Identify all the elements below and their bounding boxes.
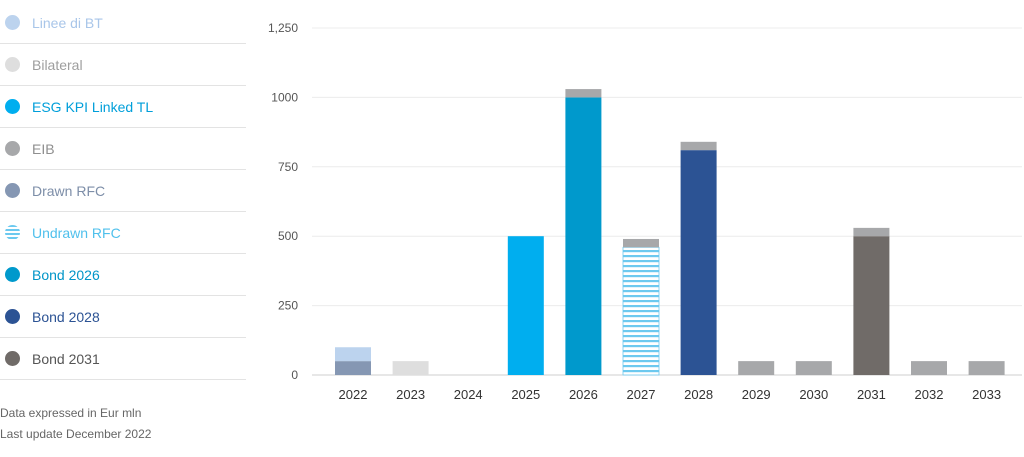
bar-2027-eib[interactable]	[623, 238, 659, 248]
bars	[335, 89, 1005, 376]
y-tick-label: 750	[278, 160, 298, 174]
legend-label: Bond 2028	[32, 308, 100, 325]
bar-2022-drawn-rfc[interactable]	[335, 361, 371, 375]
legend-swatch	[5, 99, 20, 114]
legend-item-linee-bt[interactable]: Linee di BT	[0, 2, 246, 44]
bar-2032-eib[interactable]	[911, 361, 947, 375]
bar-2025-esg-kpi[interactable]	[507, 236, 544, 375]
chart-legend: Linee di BT Bilateral ESG KPI Linked TL EIB…	[0, 2, 246, 380]
y-tick-label: 500	[278, 229, 298, 243]
legend-label: Bond 2026	[32, 266, 100, 283]
y-tick-label: 1000	[271, 90, 298, 104]
x-tick-label: 2030	[799, 387, 828, 402]
legend-label: ESG KPI Linked TL	[32, 98, 154, 115]
legend-label: Undrawn RFC	[32, 224, 121, 241]
legend-swatch	[5, 57, 20, 72]
legend-item-bond-2031[interactable]: Bond 2031	[0, 338, 246, 380]
legend-swatch	[5, 351, 20, 366]
legend-item-esg-kpi[interactable]: ESG KPI Linked TL	[0, 86, 246, 128]
bar-2027-undrawn-rfc[interactable]	[622, 246, 660, 376]
bar-2033-eib[interactable]	[968, 361, 1005, 375]
x-tick-label: 2024	[454, 387, 483, 402]
bar-2028-bond-2028[interactable]	[680, 150, 717, 375]
y-tick-label: 1,250	[268, 21, 298, 35]
legend-swatch	[5, 141, 20, 156]
units-note: Data expressed in Eur mln	[0, 406, 142, 420]
legend-label: Bilateral	[32, 56, 83, 73]
bar-2031-eib[interactable]	[853, 227, 890, 237]
x-tick-label: 2025	[511, 387, 540, 402]
x-tick-label: 2033	[972, 387, 1001, 402]
legend-swatch	[5, 183, 20, 198]
y-tick-label: 250	[278, 299, 298, 313]
legend-swatch	[5, 15, 20, 30]
update-note: Last update December 2022	[0, 427, 152, 441]
legend-item-eib[interactable]: EIB	[0, 128, 246, 170]
legend-item-bond-2028[interactable]: Bond 2028	[0, 296, 246, 338]
x-tick-label: 2023	[396, 387, 425, 402]
legend-swatch	[5, 267, 20, 282]
bar-2026-eib[interactable]	[565, 89, 602, 98]
x-tick-label: 2029	[742, 387, 771, 402]
legend-item-bilateral[interactable]: Bilateral	[0, 44, 246, 86]
chart-notes: Data expressed in Eur mln Last update De…	[0, 403, 151, 445]
bar-2028-eib[interactable]	[680, 141, 717, 151]
legend-label: Bond 2031	[32, 350, 100, 367]
bar-2023-bilateral[interactable]	[392, 361, 429, 375]
legend-item-bond-2026[interactable]: Bond 2026	[0, 254, 246, 296]
legend-label: EIB	[32, 140, 55, 157]
x-axis-ticks: 2022 2023 2024 2025 2026 2027 2028 2029 2030 2031…	[339, 387, 1002, 402]
bar-2030-eib[interactable]	[795, 361, 832, 375]
legend-swatch	[5, 225, 20, 240]
x-tick-label: 2027	[627, 387, 656, 402]
x-tick-label: 2032	[915, 387, 944, 402]
legend-swatch	[5, 309, 20, 324]
grid-lines	[312, 27, 1022, 376]
bar-2031-bond-2031[interactable]	[853, 236, 890, 375]
bar-2026-bond-2026[interactable]	[565, 97, 602, 376]
bar-2022-linee-bt[interactable]	[335, 347, 371, 362]
y-axis-ticks: 0 250 500 750 1000 1,250	[268, 21, 298, 382]
legend-item-undrawn-rfc[interactable]: Undrawn RFC	[0, 212, 246, 254]
legend-label: Linee di BT	[32, 14, 103, 31]
x-tick-label: 2031	[857, 387, 886, 402]
x-tick-label: 2022	[339, 387, 368, 402]
legend-label: Drawn RFC	[32, 182, 106, 199]
legend-item-drawn-rfc[interactable]: Drawn RFC	[0, 170, 246, 212]
bar-2029-eib[interactable]	[738, 361, 775, 375]
y-tick-label: 0	[291, 368, 298, 382]
x-tick-label: 2028	[684, 387, 713, 402]
x-tick-label: 2026	[569, 387, 598, 402]
